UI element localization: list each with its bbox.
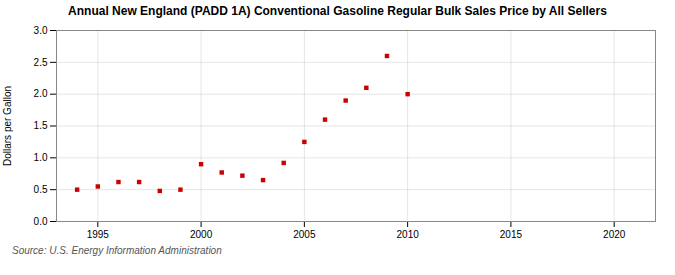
svg-text:0.0: 0.0 [34,216,48,227]
svg-text:2.0: 2.0 [34,88,48,99]
html-text:Source: U.S. Energy Informatio: Source: U.S. Energy Information Administ… [12,245,222,256]
svg-text:1995: 1995 [87,229,110,240]
svg-text:2.5: 2.5 [34,57,48,68]
html-text:Annual New England (PADD 1A) C: Annual New England (PADD 1A) Conventiona… [68,4,607,18]
svg-text:2015: 2015 [500,229,523,240]
svg-text:3.0: 3.0 [34,25,48,36]
svg-text:1.0: 1.0 [34,152,48,163]
svg-text:2020: 2020 [603,229,626,240]
svg-text:Dollars per Gallon: Dollars per Gallon [2,86,13,166]
svg-text:2000: 2000 [190,229,213,240]
svg-text:1.5: 1.5 [34,120,48,131]
svg-text:2005: 2005 [293,229,316,240]
svg-text:0.5: 0.5 [34,184,48,195]
svg-text:2010: 2010 [397,229,420,240]
